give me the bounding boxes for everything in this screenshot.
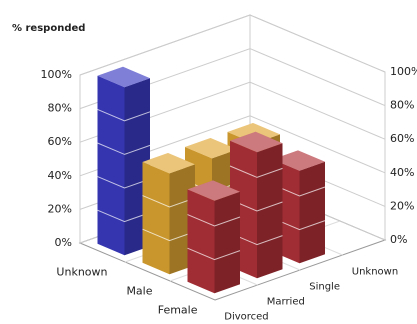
y2-tick-label: 20% xyxy=(390,199,414,212)
y-tick-label: 80% xyxy=(48,102,72,115)
bar-top xyxy=(97,66,150,88)
bar-shade xyxy=(97,66,150,88)
bar-shade xyxy=(185,138,238,159)
bar-shade xyxy=(142,162,170,275)
bar-shade xyxy=(230,131,283,153)
bar-top xyxy=(230,131,283,153)
bar-face xyxy=(299,161,325,264)
y-tick-label: 60% xyxy=(48,135,72,148)
bar-band xyxy=(97,108,151,122)
bar-shade xyxy=(187,189,215,294)
bar-band xyxy=(97,142,151,155)
y2-tick-label: 40% xyxy=(390,166,414,179)
bar-face xyxy=(97,75,125,256)
y-tick-label: 100% xyxy=(41,68,72,81)
bar-shade xyxy=(257,143,283,279)
bar-shade xyxy=(187,180,240,201)
depth-label: Unknown xyxy=(56,266,107,279)
x-tick-label: Married xyxy=(267,297,305,308)
chart-title: % responded xyxy=(12,23,85,34)
y-tick-label: 0% xyxy=(55,236,72,249)
x-tick-label: Single xyxy=(309,282,340,293)
bar-face xyxy=(214,191,240,294)
bar-shade xyxy=(214,191,240,294)
depth-label: Female xyxy=(158,304,198,317)
bar-top xyxy=(185,138,238,159)
y2-tick-label: 0% xyxy=(390,233,407,246)
x-tick-label: Unknown xyxy=(352,267,398,278)
depth-label: Male xyxy=(126,285,152,298)
bar-band xyxy=(97,209,151,223)
y-tick-label: 20% xyxy=(48,202,72,215)
bar-shade xyxy=(142,153,195,174)
y2-tick-label: 100% xyxy=(390,65,417,78)
x-tick-label: Divorced xyxy=(224,312,268,323)
y2-tick-label: 60% xyxy=(390,132,414,145)
bar xyxy=(97,66,151,256)
bar xyxy=(187,180,241,294)
bar-top xyxy=(142,153,195,174)
bar-top xyxy=(272,150,325,171)
bar-band xyxy=(142,195,196,208)
bar-shade xyxy=(272,150,325,171)
y-tick-label: 40% xyxy=(48,169,72,182)
bar-shade xyxy=(97,75,125,256)
bar-band xyxy=(187,214,241,227)
bar-shade xyxy=(299,161,325,264)
bar-face xyxy=(187,189,215,294)
bar-face xyxy=(257,143,283,279)
bar-band xyxy=(229,165,283,178)
bar-face xyxy=(142,162,170,275)
bar-band xyxy=(142,228,196,242)
grid-line xyxy=(79,14,386,76)
bar xyxy=(142,153,196,275)
y2-tick-label: 80% xyxy=(390,99,414,112)
bar-band xyxy=(97,176,151,189)
bar-top xyxy=(187,180,240,201)
bar-band xyxy=(187,247,241,261)
